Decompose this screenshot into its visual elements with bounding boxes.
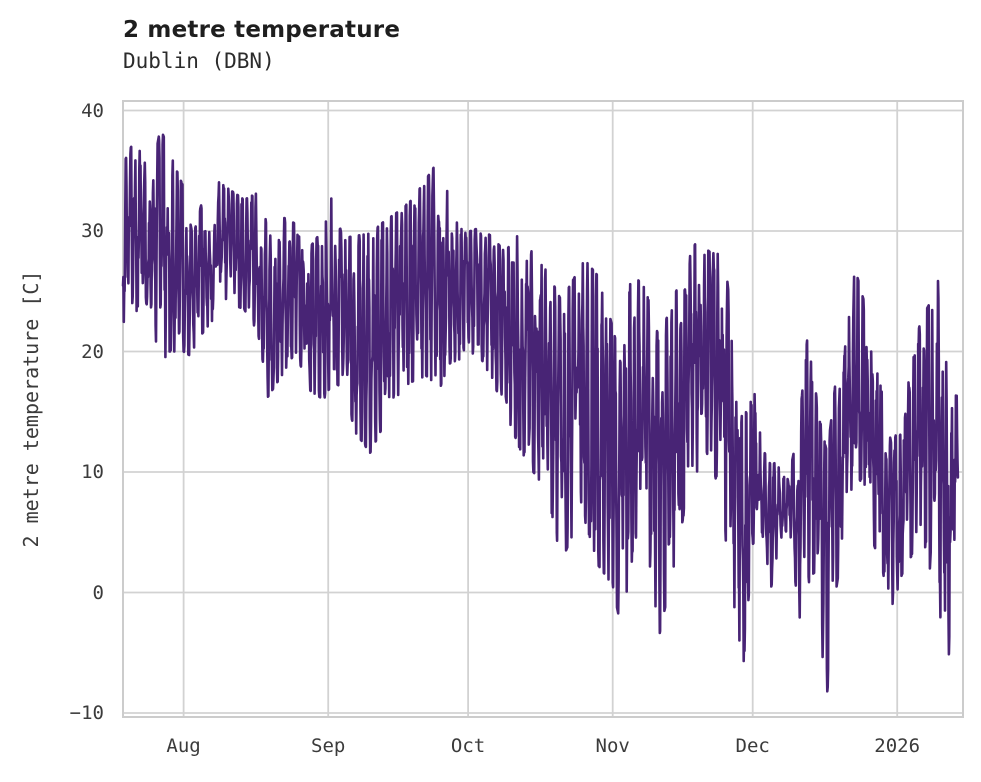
plot-border — [122, 100, 964, 718]
y-tick-label: 0 — [92, 581, 104, 604]
temperature-line — [121, 133, 960, 693]
x-tick-label: Dec — [735, 735, 770, 757]
y-tick-label: 20 — [81, 340, 104, 363]
x-tick-label: Sep — [311, 735, 346, 757]
chart-subtitle: Dublin (DBN) — [123, 49, 275, 73]
x-tick-label: Nov — [595, 735, 630, 757]
y-tick-label: 30 — [81, 220, 104, 242]
y-tick-label: 10 — [81, 461, 104, 483]
y-tick-label: −10 — [69, 702, 104, 724]
y-tick-label: 40 — [81, 99, 104, 122]
x-tick-label: 2026 — [874, 735, 921, 757]
x-tick-label: Aug — [166, 735, 201, 757]
chart-title: 2 metre temperature — [123, 17, 401, 43]
x-tick-label: Oct — [450, 735, 486, 757]
